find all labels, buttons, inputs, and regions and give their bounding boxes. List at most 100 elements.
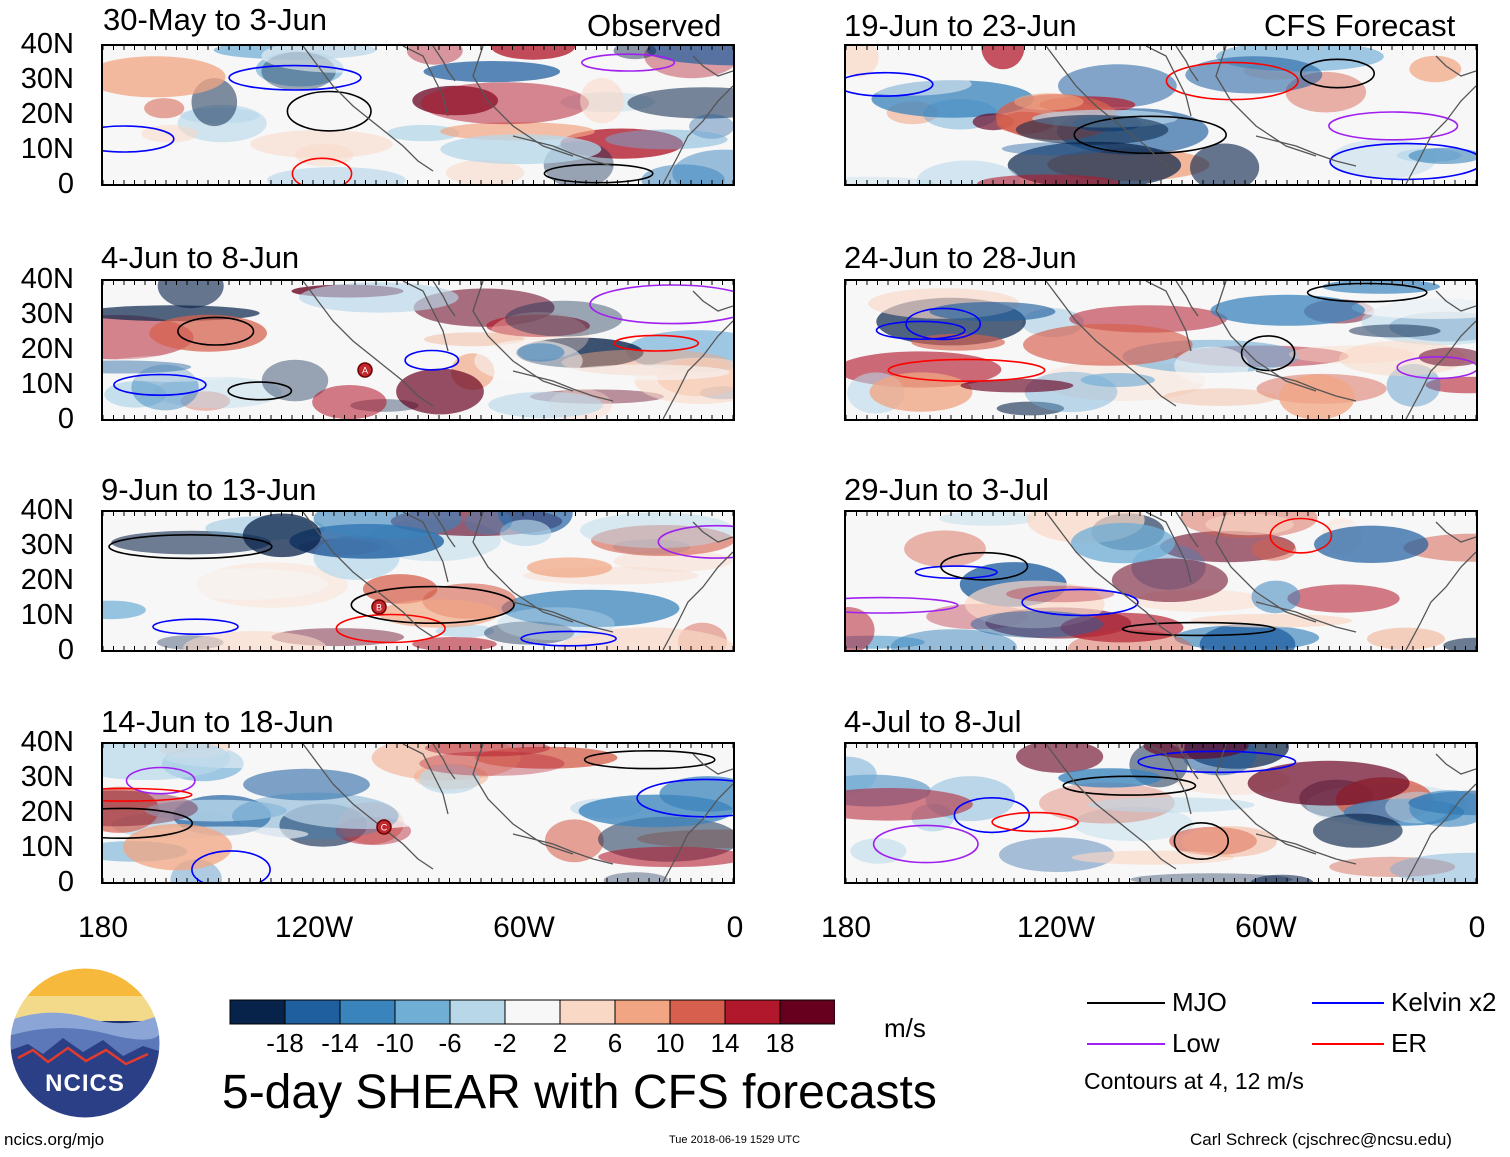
legend-line-kelvin: [1312, 1002, 1384, 1004]
coastline: [1215, 744, 1317, 855]
storm-marker-c-label: C: [381, 823, 388, 833]
coastline: [662, 85, 733, 184]
coastline: [1215, 46, 1317, 157]
contour-line: [846, 71, 934, 97]
footer-website: ncics.org/mjo: [4, 1130, 105, 1149]
coastline: [1175, 281, 1199, 317]
shear-field-blob: [996, 401, 1065, 416]
coastline: [402, 46, 449, 117]
shear-field-blob: [1199, 623, 1296, 650]
shear-field-blob: [153, 376, 282, 409]
lon-label-right-0: 0: [1468, 911, 1486, 944]
footer-author: Carl Schreck (cjschrec@ncsu.edu): [1190, 1130, 1452, 1149]
coastline: [402, 512, 449, 583]
logo-text: NCICS: [45, 1070, 125, 1097]
lat-label: 0: [57, 634, 74, 666]
shear-field-blob: [526, 557, 613, 578]
shear-field-blob: [371, 744, 521, 781]
colorbar-swatch: [339, 999, 396, 1025]
lat-label: 40N: [20, 494, 74, 526]
shear-field-blob: [1016, 744, 1104, 773]
contour-line: [1062, 775, 1197, 796]
contour-line: [1173, 822, 1229, 861]
legend-note: Contours at 4, 12 m/s: [1084, 1068, 1304, 1094]
shear-field-blob: [1190, 613, 1353, 628]
shear-field-blob: [1367, 627, 1445, 650]
panel-2-title: 19-Jun to 23-Jun: [844, 8, 1077, 43]
forecast-label: CFS Forecast: [1264, 8, 1456, 43]
shear-field-blob: [501, 589, 680, 628]
shear-field-blob: [1023, 323, 1193, 366]
shear-field-blob: [1348, 324, 1441, 338]
shear-field-blob: [1314, 525, 1429, 563]
shear-field-blob: [1174, 346, 1249, 385]
coastline: [1405, 85, 1476, 184]
panel-1-title: 30-May to 3-Jun: [103, 2, 327, 37]
shear-field-blob: [242, 513, 322, 558]
contour-line: [152, 618, 239, 635]
colorbar-units: m/s: [884, 1013, 926, 1043]
contour-line: [872, 824, 979, 864]
coastline: [1215, 281, 1317, 392]
map-panel-observed-1: [101, 44, 735, 186]
lon-label-left-0: 0: [726, 911, 744, 944]
colorbar-swatch: [614, 999, 671, 1025]
coastline: [1045, 512, 1177, 638]
contour-line: [613, 334, 700, 352]
contour-line: [543, 163, 654, 184]
shear-field-blob: [464, 512, 513, 535]
coastline: [1255, 601, 1357, 633]
lon-label-left-60w: 60W: [493, 911, 555, 944]
contour-line: [335, 613, 446, 644]
coastline: [1435, 521, 1476, 543]
coastline: [302, 512, 434, 638]
lon-label-right-120w: 120W: [1016, 911, 1096, 944]
contour-line: [1021, 588, 1139, 617]
coastline: [1215, 512, 1317, 623]
shear-field-blob: [424, 332, 525, 347]
contour-line: [113, 373, 207, 396]
colorbar-label: 14: [710, 1028, 740, 1058]
shear-field-blob: [1111, 558, 1228, 602]
shear-field-blob: [938, 512, 1037, 526]
footer-timestamp: Tue 2018-06-19 1529 UTC: [669, 1134, 801, 1146]
coastline: [1405, 551, 1476, 650]
shear-field-blob: [598, 846, 733, 868]
colorbar-label: -10: [376, 1028, 414, 1058]
coastline: [1175, 46, 1199, 82]
shear-field-blob: [488, 391, 603, 418]
coastline: [1175, 744, 1199, 780]
shear-field-blob: [890, 629, 1017, 650]
lat-label: 40N: [20, 28, 74, 60]
shear-field-blob: [1247, 760, 1410, 806]
shear-field-blob: [419, 751, 565, 776]
coastline: [692, 753, 733, 775]
shear-field-blob: [850, 838, 907, 864]
shear-field-blob: [1210, 294, 1365, 326]
coastline: [512, 370, 614, 402]
shear-field-blob: [603, 872, 669, 882]
contour-line: [103, 787, 193, 802]
lon-label-right-60w: 60W: [1235, 911, 1297, 944]
lat-label: 0: [57, 168, 74, 200]
legend-label-low: Low: [1172, 1028, 1220, 1058]
contour-line: [914, 565, 998, 580]
coastline: [1045, 744, 1177, 870]
lat-label: 20N: [20, 98, 74, 130]
shear-field-blob: [435, 624, 495, 638]
coastline: [472, 512, 574, 623]
shear-field-blob: [1409, 790, 1476, 827]
shear-field-blob: [499, 519, 552, 546]
coastline: [302, 46, 434, 172]
shear-field-blob: [1071, 850, 1235, 865]
coastline: [1255, 833, 1357, 865]
coastline: [512, 135, 614, 167]
main-title: 5-day SHEAR with CFS forecasts: [222, 1066, 937, 1119]
contour-line: [177, 316, 255, 346]
panel-3-title: 4-Jun to 8-Jun: [101, 240, 300, 275]
contour-line: [191, 850, 271, 882]
lat-label: 10N: [20, 599, 74, 631]
contour-line: [589, 284, 733, 325]
contour-line: [286, 90, 372, 132]
shear-field-blob: [1087, 797, 1255, 813]
